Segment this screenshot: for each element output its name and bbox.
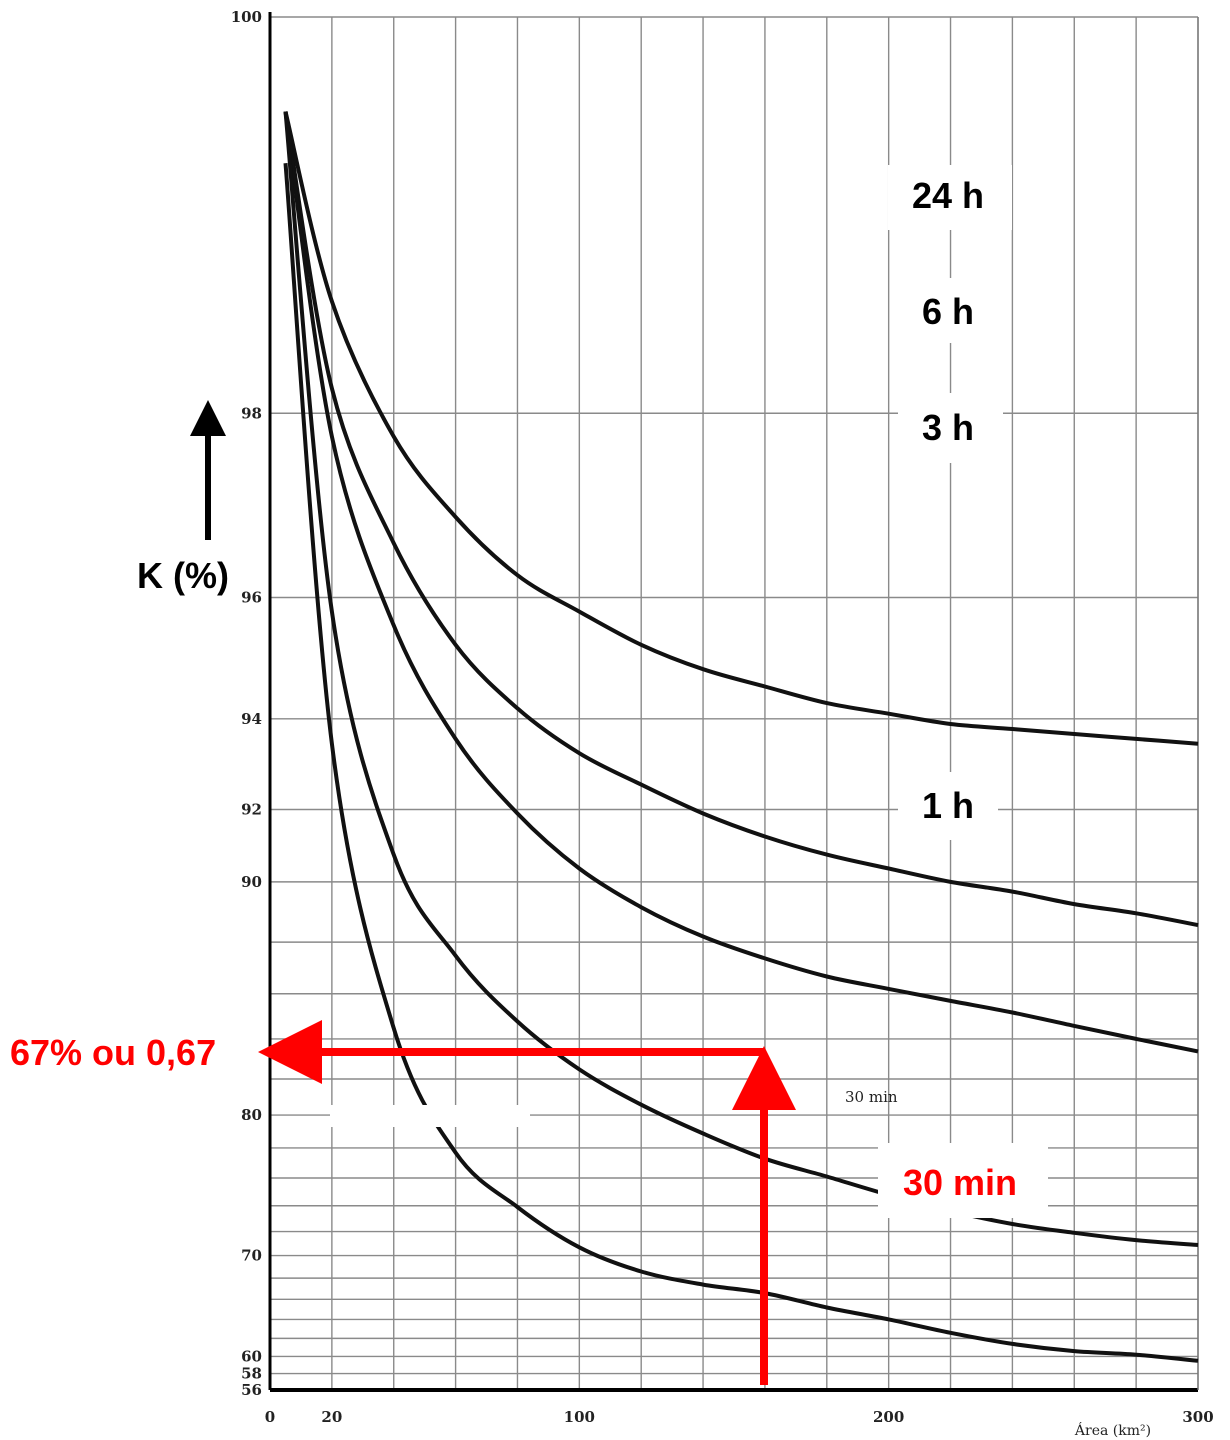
y-tick-label: 96 [241, 588, 262, 606]
y-tick-label: 58 [241, 1365, 262, 1383]
x-axis-ticks: 0 20 100 200 300 [265, 1408, 1214, 1426]
x-axis-label: Área (km²) [1074, 1421, 1151, 1439]
y-tick-label: 92 [241, 801, 262, 819]
series-label-30min-red: 30 min [903, 1162, 1017, 1203]
y-axis-label: K (%) [137, 555, 229, 596]
reading-value-label: 67% ou 0,67 [10, 1032, 216, 1073]
series-label-6h: 6 h [922, 291, 974, 332]
y-tick-label: 90 [241, 873, 262, 891]
series-label-30min-small: 30 min [845, 1088, 898, 1106]
y-tick-label: 70 [241, 1247, 262, 1265]
x-tick-label: 300 [1182, 1408, 1213, 1426]
grid-lines [269, 16, 1199, 1391]
series-line-3h [283, 111, 1199, 1054]
series-label-boxes [330, 165, 1048, 1218]
series-label-24h: 24 h [912, 175, 984, 216]
series-line-6h [283, 111, 1199, 928]
x-tick-label: 20 [321, 1408, 342, 1426]
y-tick-label: 80 [241, 1106, 262, 1124]
y-tick-label: 60 [241, 1347, 262, 1365]
series-line-24h [283, 111, 1199, 746]
x-tick-label: 0 [265, 1408, 275, 1426]
x-tick-label: 200 [873, 1408, 904, 1426]
y-tick-label: 98 [241, 404, 262, 422]
series-label-3h: 3 h [922, 407, 974, 448]
series-curves [283, 111, 1199, 1363]
y-tick-label: 100 [231, 8, 262, 26]
x-tick-label: 100 [564, 1408, 595, 1426]
y-tick-label: 94 [241, 710, 262, 728]
axes [268, 12, 1199, 1392]
y-tick-label: 56 [241, 1381, 262, 1399]
series-label-1h: 1 h [922, 785, 974, 826]
series-line-1h [283, 111, 1199, 1247]
series-line-30min [283, 163, 1199, 1363]
